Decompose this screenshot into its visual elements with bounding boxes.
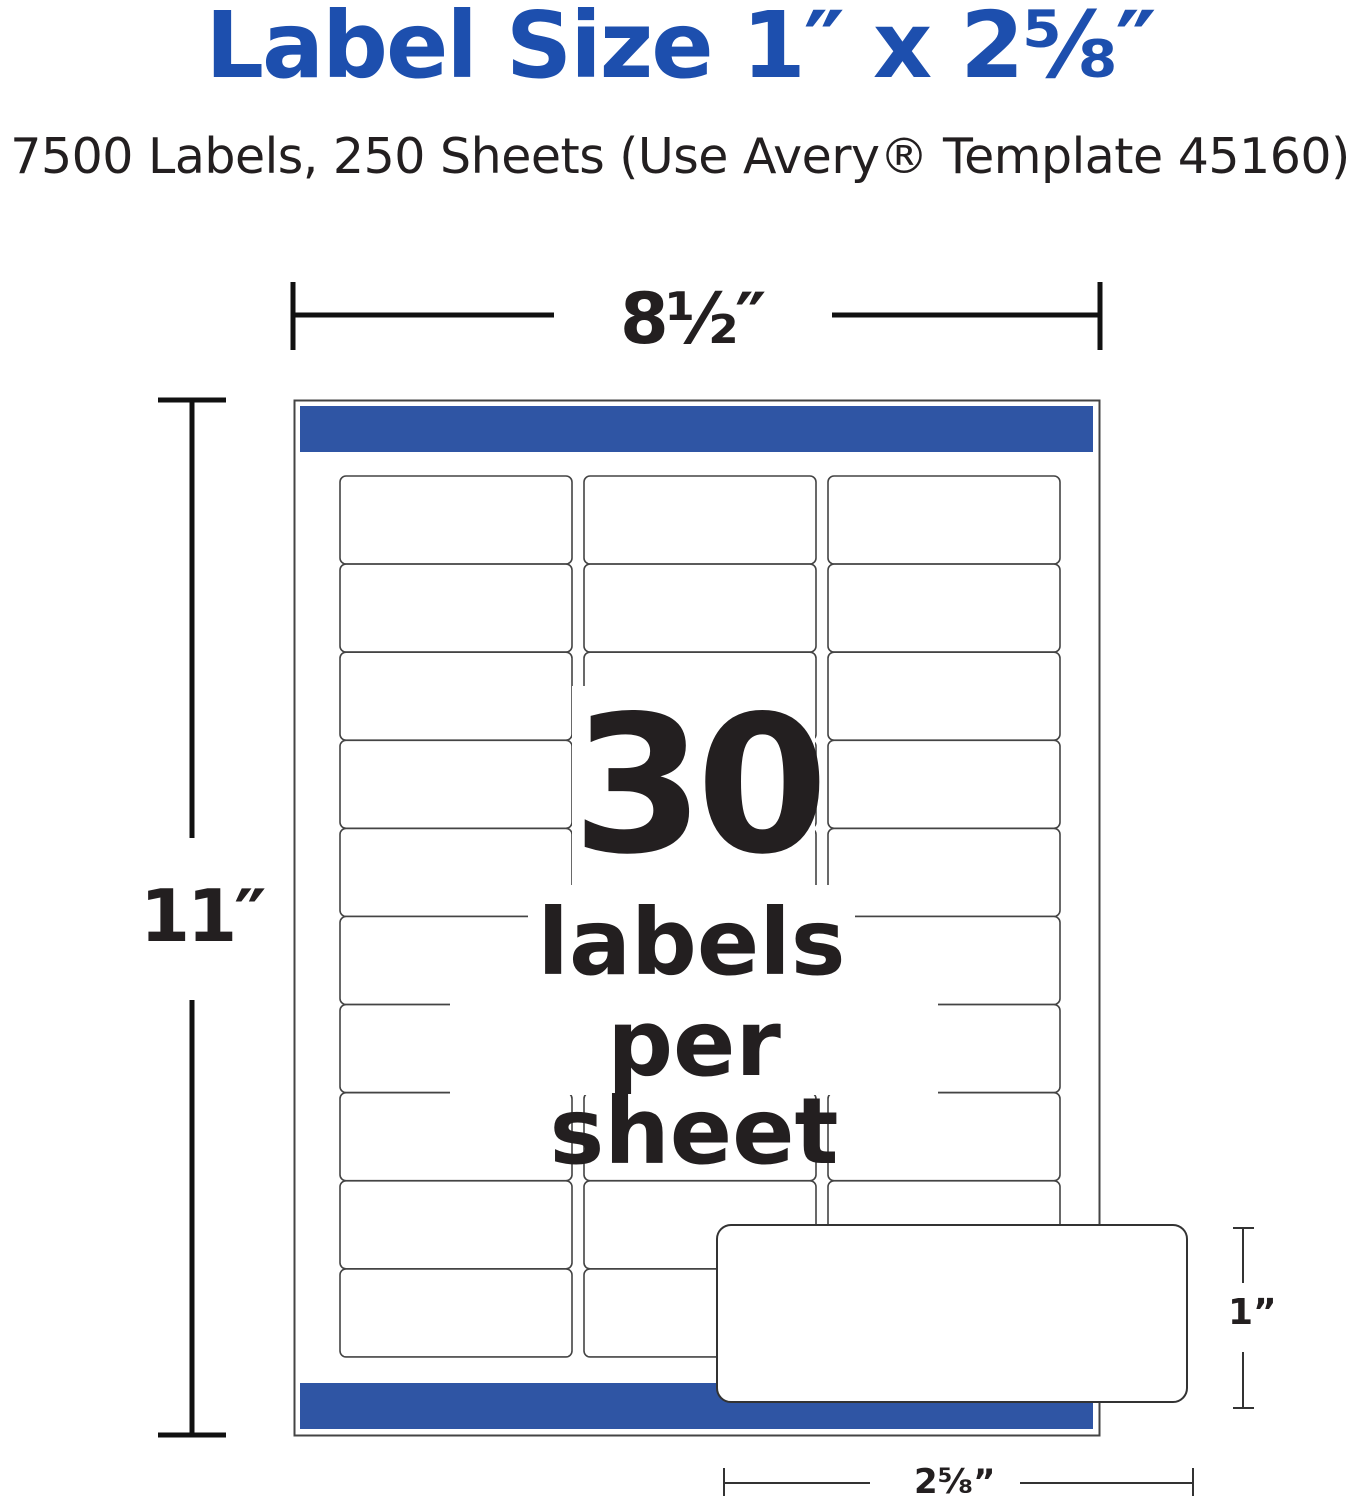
width-dimension-line <box>290 282 1103 350</box>
labels-text: labels <box>528 885 855 1000</box>
label-cell <box>827 475 1061 565</box>
label-cell <box>827 563 1061 653</box>
label-cell <box>339 1268 573 1358</box>
sheet-width-label: 8½″ <box>620 278 766 360</box>
subtitle: 7500 Labels, 250 Sheets (Use Avery® Temp… <box>10 128 1350 185</box>
label-cell <box>583 563 817 653</box>
label-cell <box>339 1091 573 1182</box>
label-cell <box>583 475 817 565</box>
single-label-callout <box>716 1224 1188 1403</box>
height-dimension-line <box>158 397 226 1438</box>
label-cell <box>827 651 1061 742</box>
label-cell <box>827 1091 1061 1182</box>
label-cell <box>339 739 573 830</box>
single-label-width-label: 2⁵⁄₈” <box>908 1462 1002 1502</box>
label-cell <box>827 915 1061 1006</box>
single-label-height-label: 1” <box>1228 1292 1277 1333</box>
label-cell <box>339 475 573 565</box>
label-cell <box>827 739 1061 830</box>
page-title: Label Size 1″ x 2⅝″ <box>205 0 1156 99</box>
per-sheet-text: per sheet <box>450 998 938 1178</box>
labels-count: 30 <box>572 675 828 896</box>
top-blue-bar <box>300 406 1093 452</box>
label-cell <box>339 651 573 742</box>
single-label-height-line <box>1233 1227 1254 1409</box>
label-cell <box>339 1180 573 1270</box>
single-label-width-line <box>723 1468 1194 1496</box>
label-cell <box>827 827 1061 918</box>
label-cell <box>339 563 573 653</box>
sheet-height-label: 11″ <box>140 874 266 958</box>
